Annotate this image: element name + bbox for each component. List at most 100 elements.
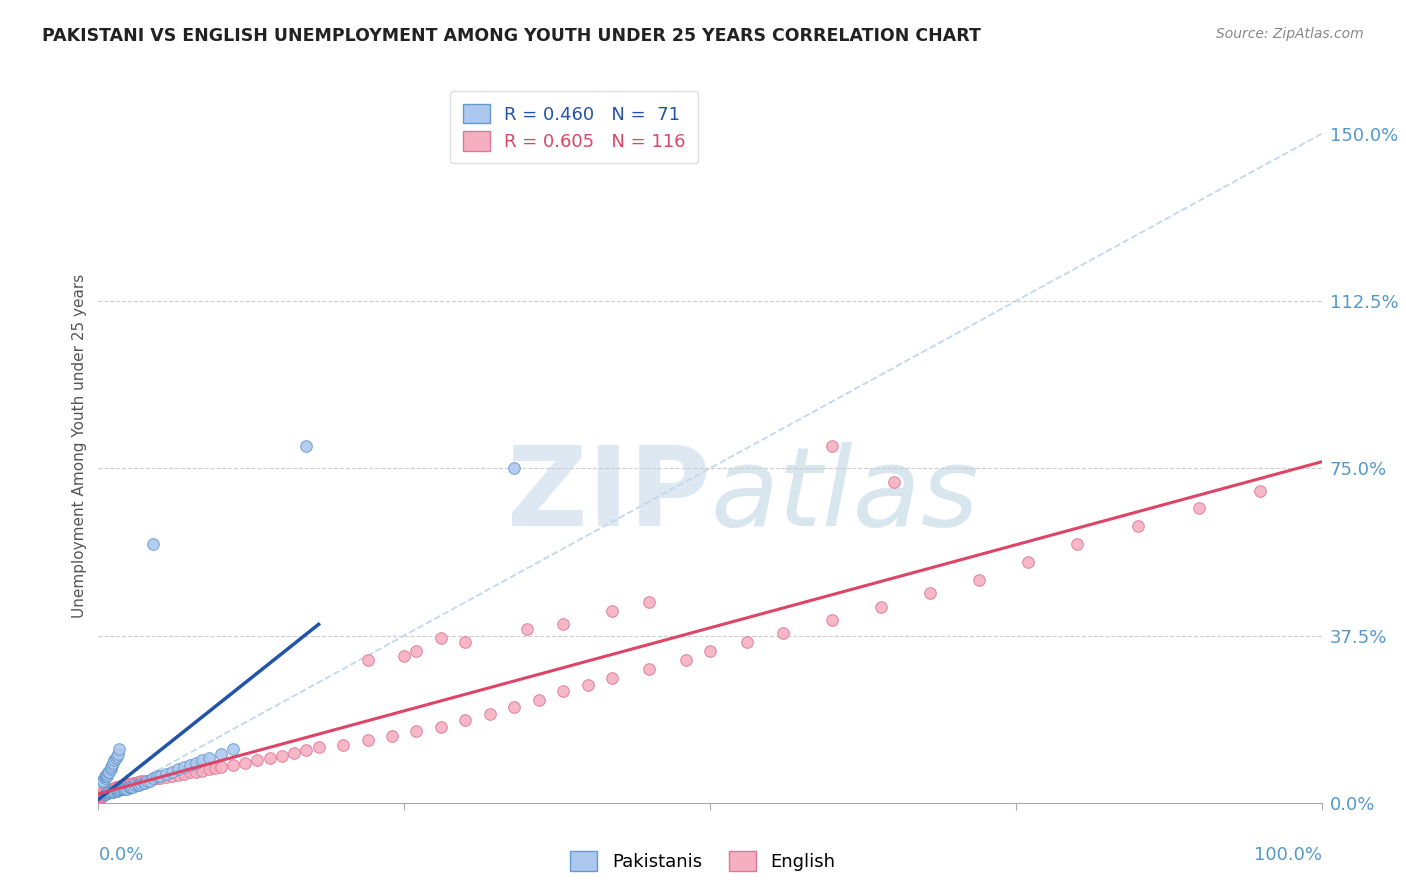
Point [356,653,378,667]
Point [114,782,136,797]
Point [107,780,129,794]
Point [142,772,165,787]
Point [155,766,177,781]
Point [515,622,537,636]
Point [97,785,120,799]
Point [100,785,122,799]
Point [93,787,115,801]
Point [173,766,195,781]
Point [186,756,208,770]
Point [1017,555,1039,569]
Point [104,780,127,794]
Point [97,785,120,799]
Point [356,733,378,747]
Point [295,439,318,453]
Point [96,785,118,799]
Point [91,789,114,803]
Point [91,773,114,788]
Point [111,782,134,797]
Point [121,776,143,790]
Point [101,757,124,772]
Point [209,747,232,761]
Point [98,785,121,799]
Point [576,678,599,692]
Point [91,787,114,801]
Point [120,776,142,791]
Point [179,757,201,772]
Point [107,747,129,761]
Point [270,749,294,764]
Point [107,783,129,797]
Point [100,785,122,799]
Point [103,781,125,796]
Point [103,753,125,767]
Point [638,595,661,609]
Point [155,770,177,784]
Point [93,787,115,801]
Point [93,787,115,801]
Point [222,742,245,756]
Point [454,714,477,728]
Point [821,613,844,627]
Point [128,774,150,789]
Point [870,599,893,614]
Point [204,761,226,775]
Point [105,780,128,794]
Point [186,764,208,779]
Point [149,771,172,785]
Point [405,724,427,739]
Point [91,785,114,799]
Point [104,751,127,765]
Point [96,785,118,799]
Point [121,780,143,794]
Point [115,782,138,797]
Point [129,777,152,791]
Point [105,783,128,797]
Point [405,644,427,658]
Legend: R = 0.460   N =  71, R = 0.605   N = 116: R = 0.460 N = 71, R = 0.605 N = 116 [450,91,699,163]
Point [638,662,661,676]
Point [115,777,138,791]
Point [94,786,117,799]
Point [920,586,942,600]
Point [104,781,127,796]
Point [124,778,146,792]
Point [108,742,131,756]
Point [142,771,165,786]
Point [675,653,697,667]
Point [600,671,623,685]
Point [124,775,146,790]
Point [105,749,128,764]
Point [600,604,623,618]
Point [246,753,269,767]
Point [553,684,575,698]
Point [103,781,125,796]
Point [89,791,111,805]
Point [118,780,141,794]
Point [101,756,124,770]
Point [91,773,114,788]
Point [160,764,183,779]
Point [149,769,172,783]
Point [91,787,114,801]
Text: ZIP: ZIP [506,442,710,549]
Point [108,780,131,794]
Point [111,778,134,792]
Point [118,777,141,791]
Point [98,783,121,797]
Point [90,789,112,803]
Point [93,771,115,786]
Point [308,740,330,755]
Point [97,764,120,779]
Point [110,782,132,797]
Point [1188,501,1211,516]
Point [93,786,115,800]
Point [101,782,124,797]
Point [101,785,124,799]
Point [103,784,125,798]
Text: 100.0%: 100.0% [1254,846,1322,863]
Point [101,785,124,799]
Point [259,751,281,765]
Point [97,784,120,798]
Point [128,778,150,792]
